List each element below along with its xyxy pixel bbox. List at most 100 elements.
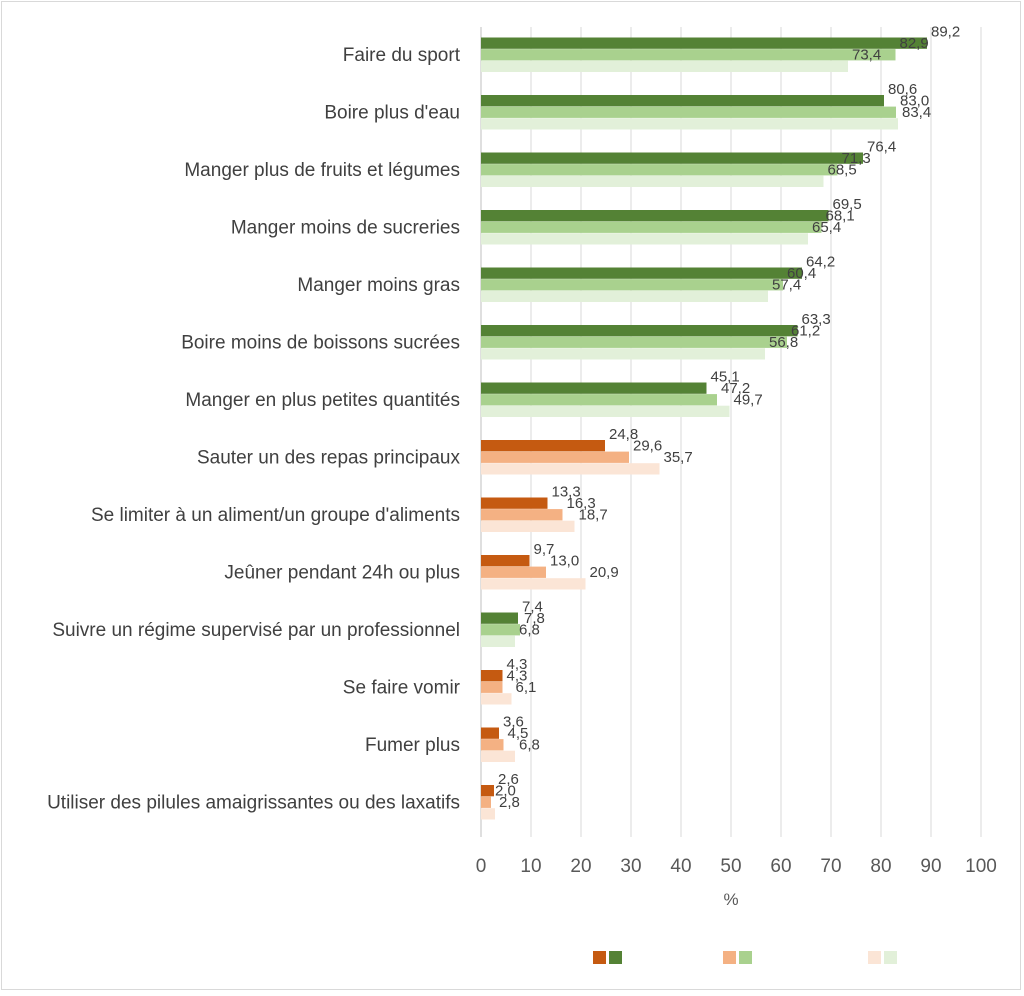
bar <box>481 106 896 118</box>
bar <box>481 520 575 532</box>
data-label: 68,1 <box>826 208 855 225</box>
bar <box>481 325 798 337</box>
data-label: 2,0 <box>495 783 516 800</box>
bar <box>481 451 629 463</box>
bar <box>481 49 896 61</box>
gridlines <box>480 27 982 837</box>
data-label: 56,8 <box>769 334 798 351</box>
category-label: Se faire vomir <box>343 677 461 698</box>
category-label: Faire du sport <box>343 45 461 66</box>
legend-swatch <box>739 951 752 964</box>
legend-swatch <box>593 951 606 964</box>
data-label: 47,2 <box>721 380 750 397</box>
bar <box>481 164 838 176</box>
data-label: 60,4 <box>787 265 816 282</box>
bar <box>481 555 530 567</box>
data-label: 24,8 <box>609 426 638 443</box>
category-label: Suivre un régime supervisé par un profes… <box>52 620 460 641</box>
bar <box>481 175 824 187</box>
bar <box>481 152 863 164</box>
bar <box>481 267 802 279</box>
category-label: Manger moins gras <box>297 275 460 296</box>
bar <box>481 681 503 693</box>
data-label: 7,4 <box>522 599 543 616</box>
bar <box>481 37 927 49</box>
bar <box>481 60 848 72</box>
data-label: 49,7 <box>734 392 763 409</box>
legend-swatch <box>868 951 881 964</box>
bar <box>481 612 518 624</box>
data-label: 71,3 <box>842 150 871 167</box>
bar <box>481 739 504 751</box>
data-label: 7,8 <box>524 610 545 627</box>
bar <box>481 210 829 222</box>
bar <box>481 233 808 245</box>
data-label: 3,6 <box>503 714 524 731</box>
data-label: 76,4 <box>867 139 896 156</box>
data-label: 13,0 <box>550 553 579 570</box>
data-label: 64,2 <box>806 254 835 271</box>
category-label: Manger plus de fruits et légumes <box>184 160 460 181</box>
bar <box>481 463 660 475</box>
data-label: 4,3 <box>507 668 528 685</box>
category-labels: Faire du sport Boire plus d'eau Manger plu… <box>47 45 461 814</box>
data-label: 45,1 <box>711 369 740 386</box>
data-label: 63,3 <box>802 311 831 328</box>
data-label: 2,6 <box>498 771 519 788</box>
data-label: 83,4 <box>902 104 931 121</box>
x-tick-label: 0 <box>476 856 487 877</box>
bar <box>481 95 884 107</box>
data-labels: 89,282,9 73,4 80,683,083,4 76,471,368,5 69,5… <box>495 24 960 812</box>
legend <box>593 951 897 964</box>
data-label: 2,8 <box>499 794 520 811</box>
bar <box>481 509 563 521</box>
bar <box>481 497 548 509</box>
data-label: 57,4 <box>772 277 801 294</box>
bar <box>481 394 717 406</box>
legend-swatch <box>723 951 736 964</box>
data-label: 18,7 <box>579 507 608 524</box>
bar <box>481 693 512 705</box>
data-label: 20,9 <box>590 564 619 581</box>
data-label: 4,3 <box>507 656 528 673</box>
data-label: 6,1 <box>516 679 537 696</box>
x-tick-labels: 0 10 20 30 40 50 60 70 80 90 100 <box>476 856 997 877</box>
bar <box>481 624 520 636</box>
bar <box>481 382 707 394</box>
bar <box>481 566 546 578</box>
data-label: 69,5 <box>833 196 862 213</box>
bar <box>481 635 515 647</box>
category-label: Sauter un des repas principaux <box>197 447 460 468</box>
legend-swatch <box>884 951 897 964</box>
category-label: Manger en plus petites quantités <box>185 390 460 411</box>
bar <box>481 290 768 302</box>
x-tick-label: 100 <box>965 856 997 877</box>
data-label: 9,7 <box>534 541 555 558</box>
x-tick-label: 30 <box>620 856 641 877</box>
data-label: 6,8 <box>519 622 540 639</box>
category-label: Jeûner pendant 24h ou plus <box>224 562 460 583</box>
bar <box>481 750 515 762</box>
bar <box>481 440 605 452</box>
data-label: 6,8 <box>519 737 540 754</box>
data-label: 73,4 <box>852 47 881 64</box>
bar <box>481 405 730 417</box>
bar <box>481 336 787 348</box>
bar <box>481 796 491 808</box>
data-label: 82,9 <box>900 35 929 52</box>
data-label: 83,0 <box>900 93 929 110</box>
data-label: 68,5 <box>828 162 857 179</box>
bar <box>481 118 898 130</box>
category-label: Fumer plus <box>365 735 460 756</box>
x-tick-label: 50 <box>720 856 741 877</box>
data-label: 4,5 <box>508 725 529 742</box>
data-label: 80,6 <box>888 81 917 98</box>
x-tick-label: 10 <box>520 856 541 877</box>
x-tick-label: 70 <box>820 856 841 877</box>
category-label: Manger moins de sucreries <box>231 217 460 238</box>
data-label: 16,3 <box>567 495 596 512</box>
bars <box>481 37 927 820</box>
bar <box>481 670 503 682</box>
